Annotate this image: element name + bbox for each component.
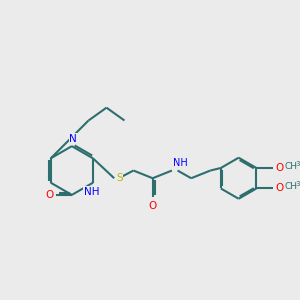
Text: 3: 3	[296, 181, 300, 187]
Text: O: O	[275, 163, 284, 173]
Text: NH: NH	[84, 187, 99, 197]
Text: N: N	[69, 134, 77, 144]
Text: CH: CH	[285, 182, 298, 191]
Text: S: S	[116, 173, 123, 183]
Text: O: O	[46, 190, 54, 200]
Text: O: O	[148, 200, 157, 211]
Text: 3: 3	[296, 161, 300, 167]
Text: O: O	[275, 184, 284, 194]
Text: NH: NH	[173, 158, 188, 168]
Text: CH: CH	[285, 162, 298, 171]
